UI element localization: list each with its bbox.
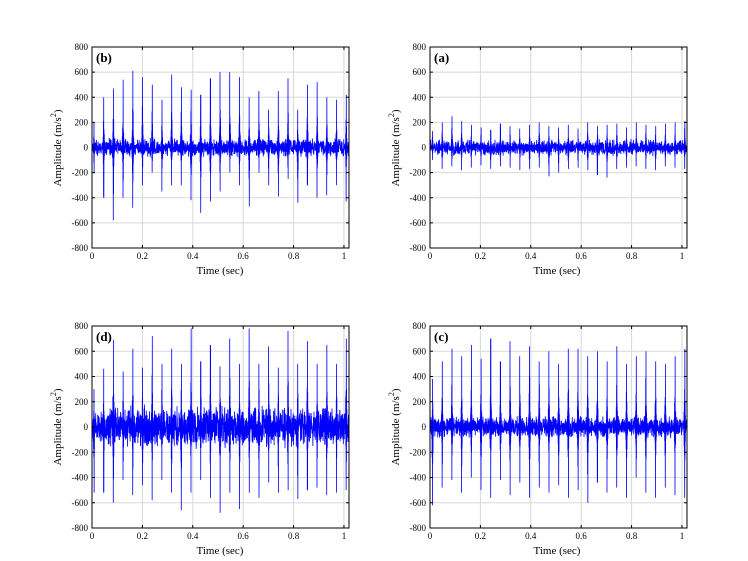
x-tick-label: 0.4 (525, 531, 537, 541)
signal-line (429, 338, 688, 506)
x-tick-label: 0 (428, 251, 433, 261)
ticks: 0 0.2 0.4 0.6 0.8 1 800 600 400 200 0 -200 -400 -600 -… (72, 321, 349, 541)
x-tick-label: 0.6 (576, 251, 588, 261)
x-tick-label: 0 (90, 251, 95, 261)
y-tick-label: 600 (413, 67, 427, 77)
panel-label: (c) (434, 329, 448, 344)
y-tick-label: 400 (413, 372, 427, 382)
y-tick-label: 600 (75, 67, 89, 77)
y-tick-label: 800 (75, 321, 89, 331)
y-tick-label: -200 (72, 447, 89, 457)
y-tick-label: 400 (75, 92, 89, 102)
x-tick-label: 0.8 (626, 531, 638, 541)
y-tick-label: 800 (413, 321, 427, 331)
y-tick-label: -200 (410, 168, 427, 178)
y-tick-label: 0 (84, 143, 89, 153)
x-axis-label: Time (sec) (534, 265, 581, 277)
y-tick-label: 200 (413, 117, 427, 127)
y-tick-label: -600 (410, 218, 427, 228)
y-tick-label: 200 (75, 117, 89, 127)
x-axis-label: Time (sec) (197, 545, 244, 557)
x-tick-label: 0.4 (525, 251, 537, 261)
y-tick-label: 0 (84, 422, 89, 432)
panel-a: Time (sec) Amplitude (m/s2) 0 0.2 0.4 0.6 0.… (387, 42, 688, 277)
panel-label: (b) (96, 50, 112, 65)
panel-d: Time (sec) Amplitude (m/s2) 0 0.2 0.4 0.6 0.… (49, 321, 350, 557)
y-tick-label: -400 (410, 193, 427, 203)
y-tick-label: -200 (72, 168, 89, 178)
y-tick-label: 0 (422, 422, 427, 432)
y-tick-label: -400 (72, 473, 89, 483)
x-tick-label: 0 (428, 531, 433, 541)
y-tick-label: -800 (72, 523, 89, 533)
x-tick-label: 0.6 (238, 251, 250, 261)
y-axis-label: Amplitude (m/s2) (387, 388, 402, 465)
y-tick-label: -800 (410, 243, 427, 253)
x-tick-label: 0.2 (137, 251, 148, 261)
y-tick-label: 400 (413, 92, 427, 102)
y-tick-label: -400 (410, 473, 427, 483)
x-tick-label: 0.2 (475, 251, 486, 261)
panel-label: (a) (434, 50, 449, 65)
ticks: 0 0.2 0.4 0.6 0.8 1 800 600 400 200 0 -200 -400 -600 -… (410, 321, 687, 541)
x-axis-label: Time (sec) (197, 265, 244, 277)
x-tick-label: 1 (680, 251, 685, 261)
y-tick-label: 200 (75, 397, 89, 407)
x-axis-label: Time (sec) (534, 545, 581, 557)
y-tick-label: -600 (72, 498, 89, 508)
y-tick-label: 800 (75, 42, 89, 52)
x-tick-label: 1 (342, 251, 347, 261)
y-axis-label: Amplitude (m/s2) (49, 109, 64, 186)
signal-line (91, 70, 350, 221)
x-tick-label: 0.6 (576, 531, 588, 541)
y-axis-label: Amplitude (m/s2) (387, 109, 402, 186)
panel-b: Time (sec) Amplitude (m/s2) 0 0.2 0.4 0.6 0.… (49, 42, 350, 277)
x-tick-label: 0 (90, 531, 95, 541)
y-tick-label: -600 (410, 498, 427, 508)
y-tick-label: 600 (413, 346, 427, 356)
y-tick-label: -800 (410, 523, 427, 533)
x-tick-label: 1 (342, 531, 347, 541)
y-tick-label: -200 (410, 447, 427, 457)
x-tick-label: 0.4 (187, 531, 199, 541)
x-tick-label: 0.4 (187, 251, 199, 261)
y-tick-label: 400 (75, 372, 89, 382)
x-tick-label: 0.8 (626, 251, 638, 261)
x-tick-label: 0.8 (288, 251, 300, 261)
ticks: 0 0.2 0.4 0.6 0.8 1 800 600 400 200 0 -200 -400 -600 -… (72, 42, 349, 261)
panel-label: (d) (96, 329, 112, 344)
signal-line (429, 116, 688, 178)
panel-c: Time (sec) Amplitude (m/s2) 0 0.2 0.4 0.6 0.… (387, 321, 688, 557)
y-tick-label: -400 (72, 193, 89, 203)
x-tick-label: 0.2 (475, 531, 486, 541)
y-tick-label: 0 (422, 143, 427, 153)
y-tick-label: 800 (413, 42, 427, 52)
y-tick-label: -600 (72, 218, 89, 228)
y-tick-label: 200 (413, 397, 427, 407)
x-tick-label: 0.2 (137, 531, 148, 541)
y-tick-label: 600 (75, 346, 89, 356)
ticks: 0 0.2 0.4 0.6 0.8 1 800 600 400 200 0 -200 -400 -600 -… (410, 42, 687, 261)
x-tick-label: 0.8 (288, 531, 300, 541)
y-tick-label: -800 (72, 243, 89, 253)
y-axis-label: Amplitude (m/s2) (49, 388, 64, 465)
x-tick-label: 1 (680, 531, 685, 541)
signal-line (91, 328, 350, 513)
x-tick-label: 0.6 (238, 531, 250, 541)
